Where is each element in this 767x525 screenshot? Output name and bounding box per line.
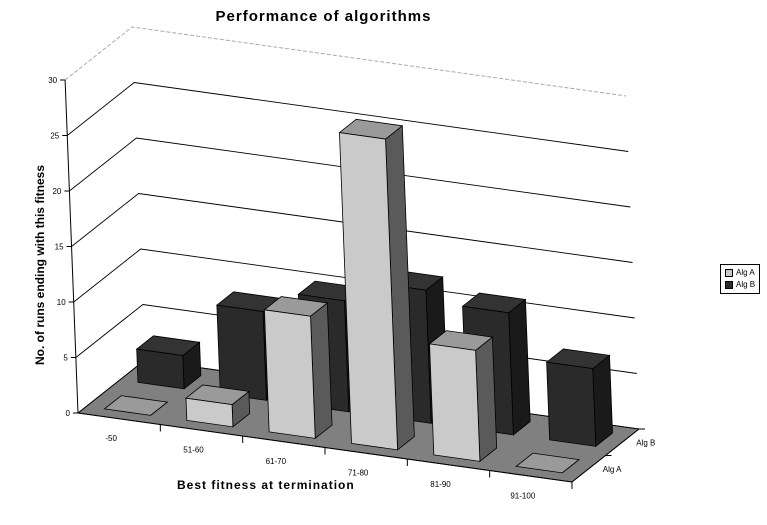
gridline <box>73 248 635 319</box>
y-tick-label: 10 <box>57 298 66 307</box>
bar-alg-a-3 <box>339 132 399 451</box>
x-tick-label: 91-100 <box>510 491 535 500</box>
x-tick-label: -50 <box>105 434 117 443</box>
bar-alg-a-1 <box>185 397 234 428</box>
y-axis <box>64 79 79 414</box>
y-tick-label: 0 <box>66 409 71 418</box>
legend-item-alg-b: Alg B <box>725 279 755 291</box>
bar-alg-a-4 <box>429 343 481 462</box>
gridline <box>66 82 629 152</box>
legend-label-alg-b: Alg B <box>736 280 756 289</box>
y-tick-label: 15 <box>55 243 64 252</box>
y-tick-label: 20 <box>52 187 61 196</box>
legend-swatch-alg-a <box>725 268 733 277</box>
x-axis-label: Best fitness at termination <box>177 478 355 492</box>
bar-alg-a-2 <box>264 309 316 439</box>
legend-swatch-alg-b <box>725 280 733 289</box>
bar-alg-b-5-side <box>592 354 613 448</box>
y-tick-label: 25 <box>50 132 59 141</box>
legend-item-alg-a: Alg A <box>725 267 755 279</box>
y-tick-label: 30 <box>48 76 57 85</box>
depth-tick-label: Alg B <box>636 438 655 447</box>
x-tick-label: 71-80 <box>348 468 369 477</box>
chart-title: Performance of algorithms <box>215 8 432 25</box>
x-tick-label: 61-70 <box>266 457 287 466</box>
bar-alg-b-0 <box>136 348 185 390</box>
y-axis-label: No. of runs ending with this fitness <box>33 165 47 365</box>
depth-tick-label: Alg A <box>603 465 622 474</box>
legend: Alg A Alg B <box>720 264 761 294</box>
bar-alg-a-5-top <box>515 452 580 474</box>
gridline <box>64 26 627 97</box>
x-tick-label: 81-90 <box>430 480 451 489</box>
gridline <box>71 193 633 263</box>
legend-label-alg-a: Alg A <box>736 268 755 277</box>
x-tick-label: 51-60 <box>183 445 204 454</box>
y-tick-label: 5 <box>63 354 68 363</box>
bar-alg-a-0-top <box>103 395 169 416</box>
bar-alg-b-5 <box>546 361 597 447</box>
bar-alg-b-1 <box>216 304 267 401</box>
gridline <box>69 137 631 208</box>
